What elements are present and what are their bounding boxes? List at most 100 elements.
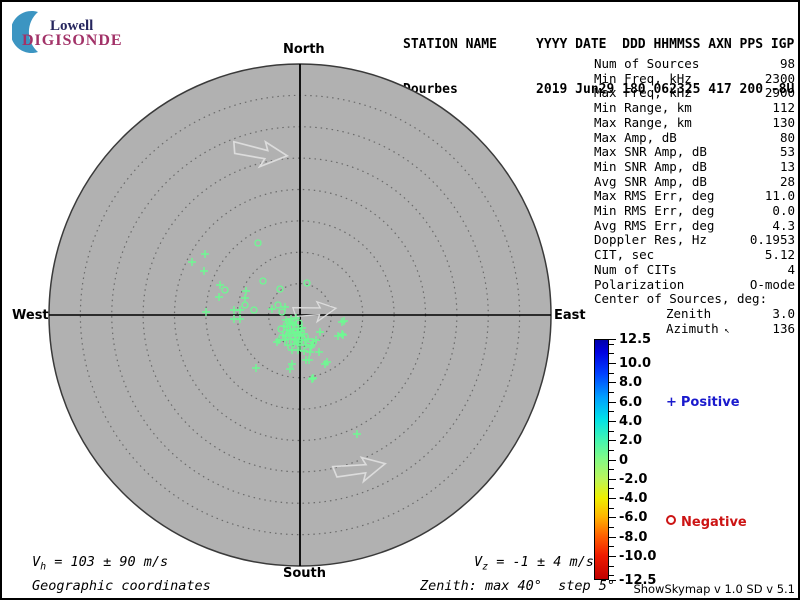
parameter-value: 80 xyxy=(779,129,795,145)
drift-direction-arrow-icon xyxy=(232,140,290,169)
source-point-positive xyxy=(300,347,308,355)
parameter-row: Center of Sources, deg: xyxy=(594,292,795,307)
colorbar-tick xyxy=(609,488,614,490)
colorbar-tick xyxy=(609,546,614,548)
source-point-positive xyxy=(296,332,304,340)
parameter-label: CIT, sec xyxy=(594,247,655,263)
colorbar-tick xyxy=(609,339,616,340)
parameter-label: Max Freq, kHz xyxy=(594,85,692,101)
doppler-colorbar-group: 12.5 10.0 8.0 6.0 4.0 2.0 0 -2.0 -4.0 -6.0 -8.0 -10… xyxy=(594,333,794,588)
parameter-label: Center of Sources, deg: xyxy=(594,291,768,307)
parameter-row: Min RMS Err, deg 0.0 xyxy=(594,203,795,219)
logo-text-digisonde: DIGISONDE xyxy=(22,32,123,49)
parameter-row: Max Amp, dB 80 xyxy=(594,129,795,146)
parameter-value: 28 xyxy=(779,173,795,189)
parameter-value: 112 xyxy=(772,100,795,116)
parameter-row: Doppler Res, Hz 0.1953 xyxy=(594,233,795,248)
parameter-label: Min Range, km xyxy=(594,100,692,116)
source-point-negative xyxy=(274,301,282,309)
parameter-row: Avg SNR Amp, dB 28 xyxy=(594,173,795,190)
colorbar-tick xyxy=(609,449,614,451)
parameter-row: Zenith 3.0 xyxy=(594,305,795,322)
parameter-value: 4.3 xyxy=(772,217,795,233)
parameter-row: Max Freq, kHz 2900 xyxy=(594,86,795,101)
parameter-row: Azimuth ↖ 136 xyxy=(594,320,795,339)
parameter-row: Max SNR Amp, dB 53 xyxy=(594,145,795,160)
colorbar-tick-label: 6.0 xyxy=(619,394,643,410)
parameter-label: Avg RMS Err, deg xyxy=(594,217,715,233)
source-point-negative xyxy=(259,277,267,285)
source-point-positive xyxy=(242,287,250,295)
source-point-positive xyxy=(292,314,300,322)
parameter-row: CIT, sec 5.12 xyxy=(594,247,795,263)
parameter-label: Num of Sources xyxy=(594,56,700,71)
parameter-label: Min Freq, kHz xyxy=(594,70,692,86)
colorbar-tick xyxy=(609,401,616,403)
source-point-positive xyxy=(281,303,289,311)
colorbar-tick xyxy=(609,430,614,432)
source-point-positive xyxy=(252,364,260,372)
colorbar-tick xyxy=(609,440,616,442)
source-point-positive xyxy=(236,315,244,323)
source-point-negative xyxy=(303,279,311,287)
colorbar-tick-label: -8.0 xyxy=(619,529,648,545)
colorbar-tick-label: 0 xyxy=(619,452,629,468)
source-point-positive xyxy=(202,308,210,316)
source-point-positive xyxy=(339,331,347,339)
colorbar-tick xyxy=(609,343,614,345)
colorbar-tick-label: -6.0 xyxy=(619,510,648,526)
source-point-positive xyxy=(215,293,223,301)
source-point-positive xyxy=(241,294,249,302)
colorbar-tick xyxy=(609,392,614,394)
parameter-value: 11.0 xyxy=(764,188,795,204)
parameter-value: 0.0 xyxy=(772,203,795,219)
source-point-positive xyxy=(297,327,305,335)
azimuth-direction-icon: ↖ xyxy=(718,325,730,336)
parameter-label: Zenith xyxy=(666,305,712,321)
vertical-velocity-readout: Vz = -1 ± 4 m/s xyxy=(474,554,594,573)
parameter-row: Num of CITs 4 xyxy=(594,262,795,278)
circle-marker-icon xyxy=(666,515,676,525)
colorbar-tick xyxy=(609,517,616,519)
source-point-negative xyxy=(277,325,285,333)
source-point-positive xyxy=(273,338,281,346)
source-point-positive xyxy=(282,332,290,340)
source-point-negative xyxy=(221,286,229,294)
parameter-label: Max SNR Amp, dB xyxy=(594,144,707,160)
parameter-label: Max Range, km xyxy=(594,114,692,130)
parameter-value: 136 xyxy=(772,320,795,336)
source-point-positive xyxy=(281,336,289,344)
parameter-label: Min RMS Err, deg xyxy=(594,203,715,219)
colorbar-tick-label: 8.0 xyxy=(619,375,643,391)
source-point-positive xyxy=(306,348,314,356)
source-point-positive xyxy=(308,375,316,383)
source-point-positive xyxy=(200,267,208,275)
parameter-label: Polarization xyxy=(594,276,685,292)
colorbar-tick xyxy=(609,526,614,528)
source-point-positive xyxy=(286,365,294,373)
source-point-positive xyxy=(340,317,348,325)
parameter-value: 2900 xyxy=(764,85,795,101)
colorbar-tick-label: -12.5 xyxy=(619,573,657,588)
colorbar-tick xyxy=(609,575,614,577)
source-point-negative xyxy=(278,308,286,316)
source-point-negative xyxy=(241,301,249,309)
positive-doppler-legend: + Positive xyxy=(666,395,740,410)
colorbar-tick xyxy=(609,382,616,384)
crescent-icon xyxy=(12,11,38,53)
logo-text-lowell: Lowell xyxy=(50,18,94,34)
source-point-positive xyxy=(353,430,361,438)
compass-south-label: South xyxy=(283,566,327,581)
parameter-row: Num of Sources 98 xyxy=(594,56,795,72)
parameter-row: Min Range, km 112 xyxy=(594,100,795,116)
parameter-label: Min SNR Amp, dB xyxy=(594,158,707,174)
source-point-positive xyxy=(309,374,317,382)
positive-legend-label: Positive xyxy=(680,395,740,410)
colorbar-tick-label: -10.0 xyxy=(619,548,657,564)
parameter-label: Avg SNR Amp, dB xyxy=(594,173,707,189)
colorbar-tick xyxy=(609,469,614,471)
colorbar-tick-label: -2.0 xyxy=(619,471,648,487)
source-point-positive xyxy=(236,306,244,314)
colorbar-tick xyxy=(609,580,616,581)
